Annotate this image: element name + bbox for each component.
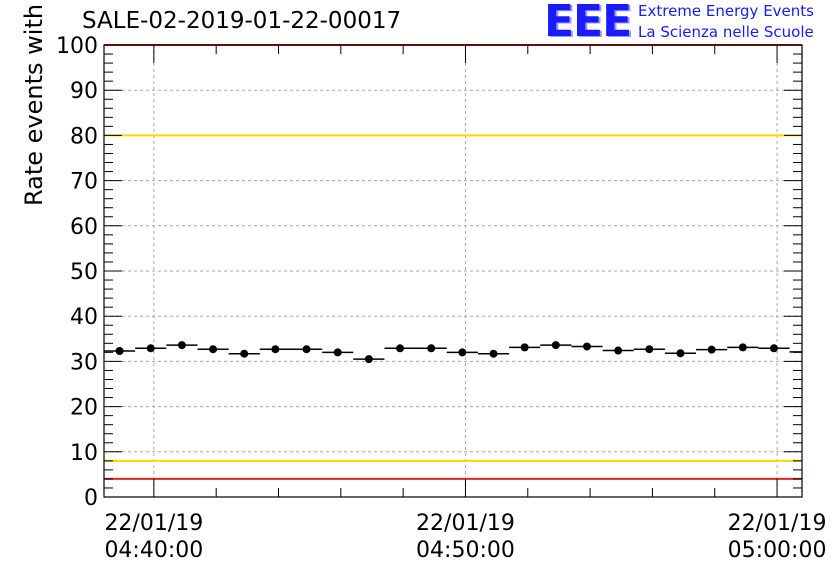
y-tick-label: 0: [84, 486, 98, 511]
x-tick-label-time: 05:00:00: [728, 538, 827, 563]
x-tick-label-time: 04:40:00: [104, 538, 203, 563]
logo-line-1: Extreme Energy Events: [638, 2, 814, 20]
data-point: [146, 344, 155, 353]
chart-title: SALE-02-2019-01-22-00017: [82, 8, 402, 34]
data-point: [209, 345, 218, 354]
data-point: [240, 349, 249, 358]
y-axis-label: Rate events with hits [Hz]: [20, 0, 48, 206]
data-point: [396, 344, 405, 353]
data-point: [271, 345, 280, 354]
x-tick-label-time: 04:50:00: [416, 538, 515, 563]
data-point: [489, 349, 498, 358]
y-tick-label: 20: [70, 396, 98, 421]
y-tick-label: 80: [70, 124, 98, 149]
data-point: [614, 346, 623, 355]
data-point: [177, 341, 186, 350]
eee-logo: EEE: [544, 0, 632, 47]
data-point: [520, 343, 529, 352]
y-tick-label: 30: [70, 350, 98, 375]
data-point: [364, 355, 373, 364]
data-point: [582, 342, 591, 351]
x-tick-label-date: 22/01/19: [104, 511, 203, 536]
data-point: [427, 344, 436, 353]
y-tick-label: 10: [70, 441, 98, 466]
data-point: [115, 347, 124, 356]
data-point: [302, 345, 311, 354]
x-tick-label-date: 22/01/19: [728, 511, 827, 536]
y-tick-label: 60: [70, 215, 98, 240]
y-tick-label: 90: [70, 79, 98, 104]
data-point: [769, 344, 778, 353]
y-tick-label: 100: [56, 34, 98, 59]
data-point: [551, 341, 560, 350]
data-point: [738, 343, 747, 352]
logo-line-2: La Scienza nelle Scuole: [638, 23, 814, 41]
data-point: [645, 345, 654, 354]
data-point: [458, 348, 467, 357]
data-point: [707, 345, 716, 354]
y-tick-label: 70: [70, 170, 98, 195]
data-point: [333, 348, 342, 357]
y-tick-label: 40: [70, 305, 98, 330]
x-tick-label-date: 22/01/19: [416, 511, 515, 536]
y-tick-label: 50: [70, 260, 98, 285]
data-point: [676, 349, 685, 358]
